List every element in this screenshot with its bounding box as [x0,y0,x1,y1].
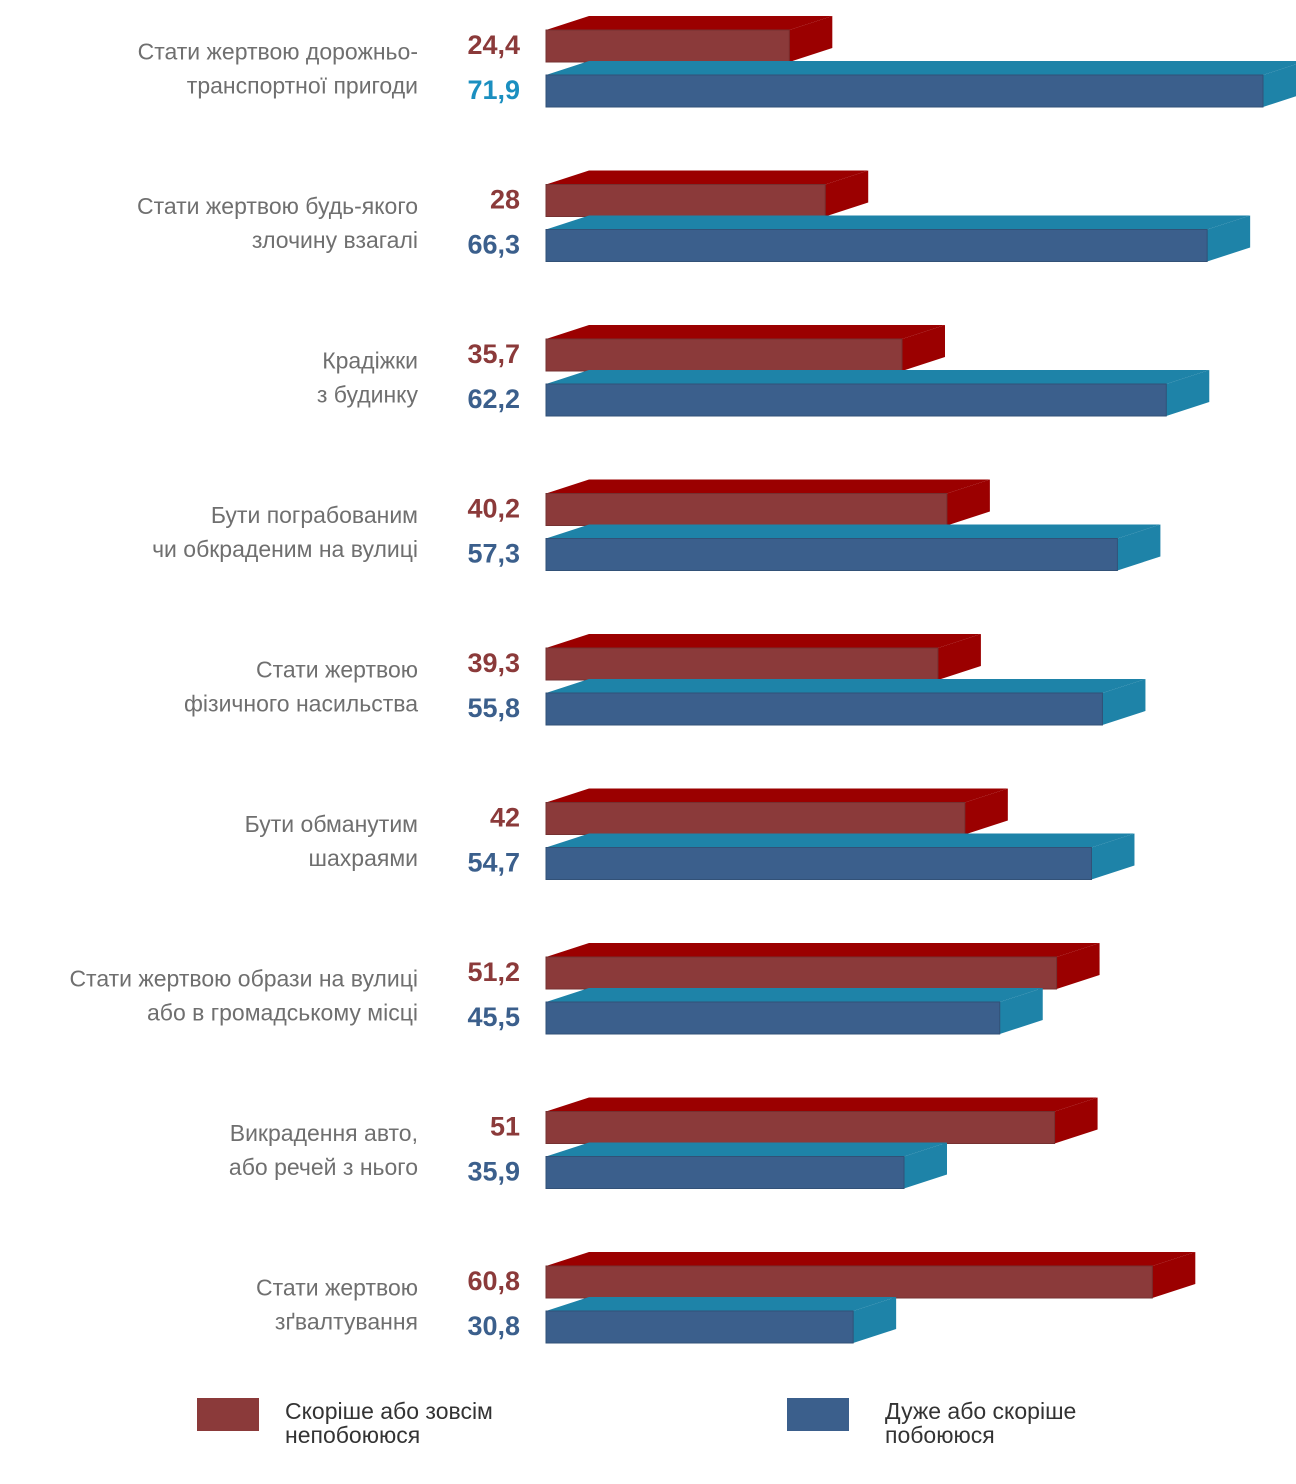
category-group: Стати жертвою зґвалтування 60,8 30,8 [256,1252,1196,1344]
value-label: 66,3 [467,230,520,260]
value-label: 54,7 [467,848,520,878]
category-label: Стати жертвою дорожньо- [138,39,418,65]
category-label: Стати жертвою [256,1275,418,1301]
value-label: 60,8 [467,1266,520,1296]
category-label: злочину взагалі [252,227,418,253]
value-label: 35,9 [467,1157,520,1187]
value-label: 51 [490,1112,520,1142]
category-label: або в громадському місці [147,1000,418,1026]
bar-not-afraid [545,788,1008,835]
category-group: Стати жертвою будь-якого злочину взагалі 2… [137,170,1251,262]
bar-afraid [545,370,1210,417]
legend-swatch [787,1398,849,1431]
category-label: з будинку [317,382,419,408]
category-group: Стати жертвою фізичного насильства 39,3 55,… [184,634,1146,726]
bar-not-afraid [545,16,833,63]
value-label: 62,2 [467,384,520,414]
category-group: Стати жертвою образи на вулиці або в гром… [69,943,1100,1035]
category-group: Бути обманутим шахраями 42 54,7 [245,788,1135,880]
bar-not-afraid [545,325,946,372]
category-label: Стати жертвою [256,657,418,683]
bar-afraid [545,988,1043,1035]
bar-not-afraid [545,943,1100,990]
category-label: Бути обманутим [245,811,418,837]
value-label: 24,4 [467,30,520,60]
value-label: 35,7 [467,339,520,369]
bar-afraid [545,1142,948,1189]
category-label: Стати жертвою образи на вулиці [69,966,418,992]
category-group: Стати жертвою дорожньо-транспортної приг… [138,16,1296,108]
value-label: 42 [490,803,520,833]
legend-swatch [197,1398,259,1431]
value-label: 39,3 [467,648,520,678]
legend-text: Дуже або скоріше [885,1398,1076,1424]
bar-not-afraid [545,634,981,681]
value-label: 45,5 [467,1002,520,1032]
value-label: 51,2 [467,957,520,987]
value-label: 71,9 [467,75,520,105]
category-label: фізичного насильства [184,691,418,717]
bar-afraid [545,833,1135,880]
legend-text: непобоююся [285,1422,420,1448]
bar-not-afraid [545,170,869,217]
category-label: Стати жертвою будь-якого [137,193,418,219]
bar-not-afraid [545,479,990,526]
category-label: зґвалтування [275,1309,418,1335]
value-label: 55,8 [467,693,520,723]
category-label: чи обкраденим на вулиці [152,536,418,562]
category-group: Викрадення авто, або речей з нього 51 35,9 [229,1097,1098,1189]
category-label: або речей з нього [229,1154,418,1180]
category-label: Бути пограбованим [211,502,418,528]
value-label: 57,3 [467,539,520,569]
legend-text: Скоріше або зовсім [285,1398,493,1424]
category-label: Крадіжки [322,348,418,374]
category-label: транспортної пригоди [187,73,418,99]
bar-not-afraid [545,1097,1098,1144]
category-label: шахраями [309,845,418,871]
value-label: 30,8 [467,1311,520,1341]
category-group: Бути пограбованим чи обкраденим на вулиці… [152,479,1161,571]
value-label: 40,2 [467,494,520,524]
category-group: Крадіжки з будинку 35,7 62,2 [317,325,1210,417]
legend-text: побоююся [885,1422,995,1448]
bar-afraid [545,1297,897,1344]
value-label: 28 [490,185,520,215]
bar-afraid [545,215,1251,262]
bar-not-afraid [545,1252,1196,1299]
category-label: Викрадення авто, [230,1120,418,1146]
bar-afraid [545,679,1146,726]
bar-afraid [545,524,1161,571]
bar-afraid [545,61,1296,108]
